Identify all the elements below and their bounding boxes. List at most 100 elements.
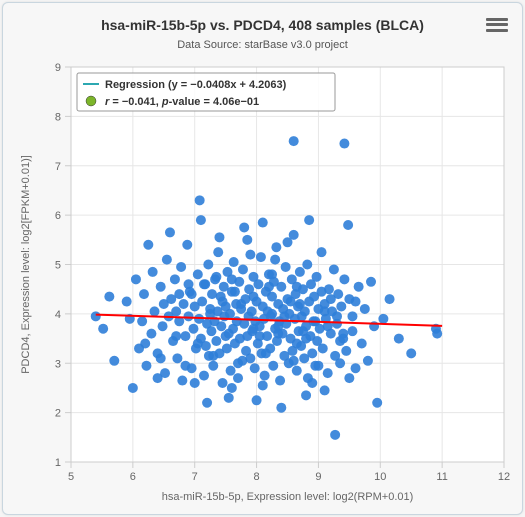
data-point[interactable] — [182, 240, 192, 250]
data-point[interactable] — [141, 361, 151, 371]
data-point[interactable] — [245, 353, 255, 363]
data-point[interactable] — [203, 260, 213, 270]
data-point[interactable] — [360, 304, 370, 314]
data-point[interactable] — [394, 334, 404, 344]
data-point[interactable] — [289, 356, 299, 366]
data-point[interactable] — [317, 247, 327, 257]
data-point[interactable] — [301, 334, 311, 344]
data-point[interactable] — [406, 348, 416, 358]
data-point[interactable] — [339, 139, 349, 149]
data-point[interactable] — [236, 299, 246, 309]
data-point[interactable] — [258, 380, 268, 390]
data-point[interactable] — [208, 351, 218, 361]
data-point[interactable] — [199, 371, 209, 381]
data-point[interactable] — [343, 220, 353, 230]
data-point[interactable] — [195, 195, 205, 205]
data-point[interactable] — [354, 282, 364, 292]
data-point[interactable] — [197, 297, 207, 307]
data-point[interactable] — [176, 262, 186, 272]
data-point[interactable] — [211, 336, 221, 346]
data-point[interactable] — [344, 373, 354, 383]
data-point[interactable] — [174, 289, 184, 299]
data-point[interactable] — [267, 309, 277, 319]
data-point[interactable] — [318, 343, 328, 353]
data-point[interactable] — [252, 395, 262, 405]
data-point[interactable] — [109, 356, 119, 366]
data-point[interactable] — [258, 218, 268, 228]
data-point[interactable] — [162, 255, 172, 265]
data-point[interactable] — [283, 237, 293, 247]
data-point[interactable] — [264, 282, 274, 292]
data-point[interactable] — [273, 321, 283, 331]
data-point[interactable] — [159, 299, 169, 309]
data-point[interactable] — [104, 292, 114, 302]
data-point[interactable] — [320, 385, 330, 395]
data-point[interactable] — [247, 306, 257, 316]
data-point[interactable] — [295, 299, 305, 309]
data-point[interactable] — [196, 215, 206, 225]
data-point[interactable] — [128, 383, 138, 393]
data-point[interactable] — [193, 339, 203, 349]
data-point[interactable] — [233, 373, 243, 383]
data-point[interactable] — [213, 247, 223, 257]
data-point[interactable] — [301, 390, 311, 400]
data-point[interactable] — [131, 274, 141, 284]
data-point[interactable] — [214, 232, 224, 242]
data-point[interactable] — [253, 279, 263, 289]
data-point[interactable] — [242, 235, 252, 245]
data-point[interactable] — [216, 321, 226, 331]
data-point[interactable] — [256, 252, 266, 262]
data-point[interactable] — [148, 267, 158, 277]
data-point[interactable] — [312, 272, 322, 282]
data-point[interactable] — [218, 297, 228, 307]
data-point[interactable] — [229, 257, 239, 267]
data-point[interactable] — [270, 255, 280, 265]
data-point[interactable] — [332, 311, 342, 321]
data-point[interactable] — [432, 329, 442, 339]
data-point[interactable] — [347, 311, 357, 321]
data-point[interactable] — [289, 136, 299, 146]
data-point[interactable] — [372, 398, 382, 408]
data-point[interactable] — [292, 339, 302, 349]
data-point[interactable] — [180, 361, 190, 371]
data-point[interactable] — [171, 306, 181, 316]
data-point[interactable] — [179, 299, 189, 309]
data-point[interactable] — [276, 282, 286, 292]
data-point[interactable] — [320, 306, 330, 316]
data-point[interactable] — [171, 331, 181, 341]
data-point[interactable] — [238, 264, 248, 274]
data-point[interactable] — [351, 297, 361, 307]
data-point[interactable] — [250, 363, 260, 373]
data-point[interactable] — [188, 324, 198, 334]
data-point[interactable] — [190, 378, 200, 388]
data-point[interactable] — [351, 363, 361, 373]
data-point[interactable] — [295, 267, 305, 277]
data-point[interactable] — [226, 366, 236, 376]
data-point[interactable] — [122, 297, 132, 307]
data-point[interactable] — [245, 250, 255, 260]
data-point[interactable] — [206, 326, 216, 336]
data-point[interactable] — [227, 383, 237, 393]
data-point[interactable] — [208, 361, 218, 371]
hamburger-menu-icon[interactable] — [486, 15, 508, 35]
data-point[interactable] — [221, 331, 231, 341]
data-point[interactable] — [304, 215, 314, 225]
data-point[interactable] — [275, 376, 285, 386]
data-point[interactable] — [302, 260, 312, 270]
data-point[interactable] — [218, 378, 228, 388]
data-point[interactable] — [184, 311, 194, 321]
data-point[interactable] — [378, 314, 388, 324]
data-point[interactable] — [260, 371, 270, 381]
data-point[interactable] — [91, 311, 101, 321]
data-point[interactable] — [146, 329, 156, 339]
data-point[interactable] — [366, 277, 376, 287]
data-point[interactable] — [187, 289, 197, 299]
data-point[interactable] — [323, 368, 333, 378]
data-point[interactable] — [165, 227, 175, 237]
data-point[interactable] — [357, 339, 367, 349]
data-point[interactable] — [177, 376, 187, 386]
data-point[interactable] — [98, 324, 108, 334]
data-point[interactable] — [158, 321, 168, 331]
data-point[interactable] — [267, 269, 277, 279]
data-point[interactable] — [329, 264, 339, 274]
